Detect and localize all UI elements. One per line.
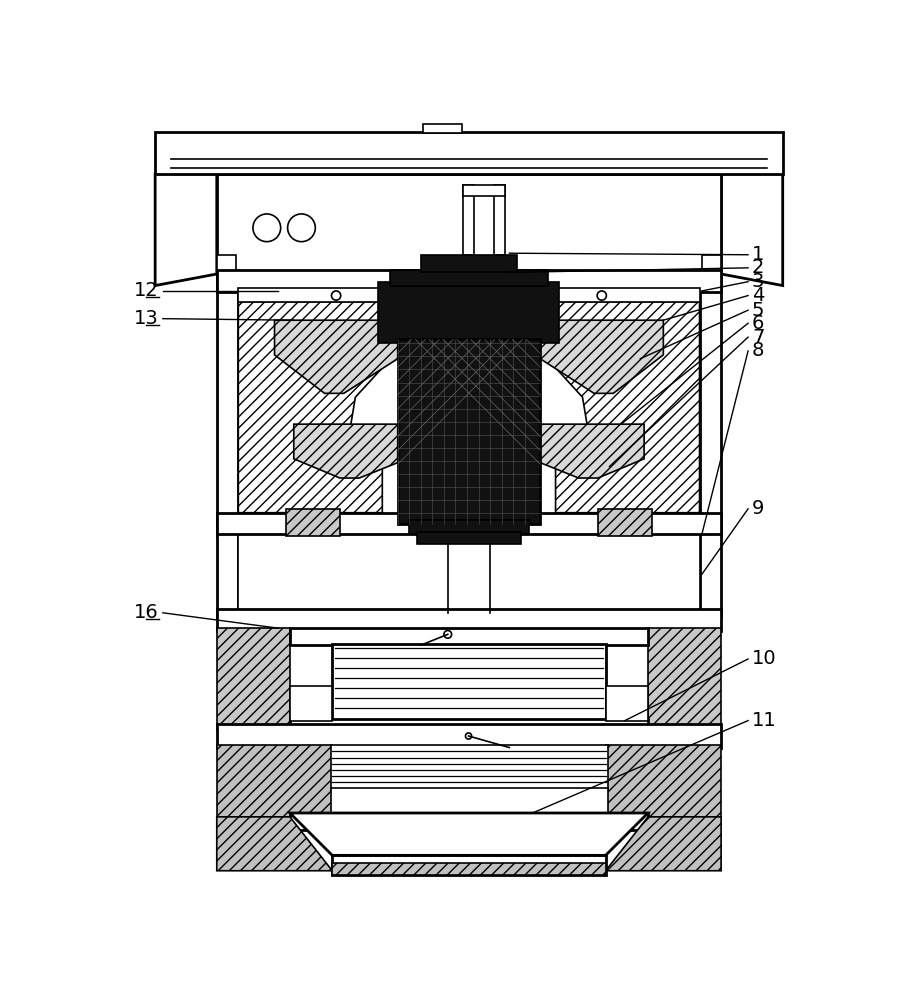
Bar: [597, 509, 651, 536]
Bar: [332, 863, 606, 875]
Polygon shape: [238, 302, 398, 513]
Polygon shape: [606, 817, 721, 871]
Circle shape: [597, 291, 607, 300]
Bar: [700, 532, 721, 617]
Bar: [330, 788, 608, 815]
Bar: [217, 532, 238, 617]
Text: 1: 1: [752, 245, 764, 264]
Text: 6: 6: [752, 314, 764, 333]
Bar: [379, 282, 559, 343]
Bar: [330, 745, 608, 791]
Bar: [332, 855, 606, 875]
Polygon shape: [217, 817, 332, 871]
Polygon shape: [540, 320, 663, 393]
Bar: [290, 719, 648, 731]
Bar: [648, 628, 721, 730]
Bar: [494, 185, 505, 255]
Polygon shape: [702, 255, 721, 274]
Bar: [217, 270, 721, 292]
Circle shape: [466, 733, 471, 739]
Bar: [463, 185, 474, 255]
Bar: [417, 532, 521, 544]
Text: 16: 16: [135, 603, 159, 622]
Bar: [238, 532, 700, 617]
Bar: [217, 628, 290, 730]
Bar: [217, 174, 721, 274]
Polygon shape: [156, 174, 217, 286]
Bar: [217, 745, 332, 818]
Bar: [332, 644, 606, 721]
Text: 8: 8: [752, 342, 764, 360]
Bar: [217, 609, 721, 631]
Bar: [217, 513, 721, 534]
Bar: [390, 270, 548, 286]
Bar: [700, 270, 721, 536]
Bar: [290, 813, 648, 830]
Bar: [398, 339, 540, 524]
Polygon shape: [290, 813, 648, 855]
Text: 3: 3: [752, 272, 764, 291]
Circle shape: [287, 214, 316, 242]
Text: 2: 2: [752, 258, 764, 277]
Text: 11: 11: [752, 711, 777, 730]
Bar: [606, 745, 721, 818]
Text: 5: 5: [752, 301, 764, 320]
Bar: [290, 628, 648, 645]
Bar: [409, 520, 529, 534]
Circle shape: [253, 214, 281, 242]
Polygon shape: [721, 174, 782, 286]
Polygon shape: [540, 424, 644, 478]
Bar: [217, 270, 238, 536]
Text: 4: 4: [752, 286, 764, 305]
Bar: [421, 255, 517, 272]
Bar: [290, 686, 332, 721]
Bar: [606, 686, 648, 721]
Bar: [217, 724, 721, 748]
Bar: [286, 509, 340, 536]
Text: 7: 7: [752, 328, 764, 347]
Bar: [238, 288, 700, 302]
Polygon shape: [274, 320, 398, 393]
Polygon shape: [294, 424, 398, 478]
Bar: [156, 132, 782, 174]
Text: 9: 9: [752, 499, 764, 518]
Polygon shape: [217, 255, 236, 274]
Bar: [463, 185, 505, 196]
Circle shape: [331, 291, 340, 300]
Text: 12: 12: [135, 281, 159, 300]
Text: 13: 13: [135, 309, 159, 328]
Circle shape: [444, 631, 452, 638]
Text: 10: 10: [752, 650, 777, 668]
Bar: [423, 124, 462, 133]
Polygon shape: [540, 302, 700, 513]
